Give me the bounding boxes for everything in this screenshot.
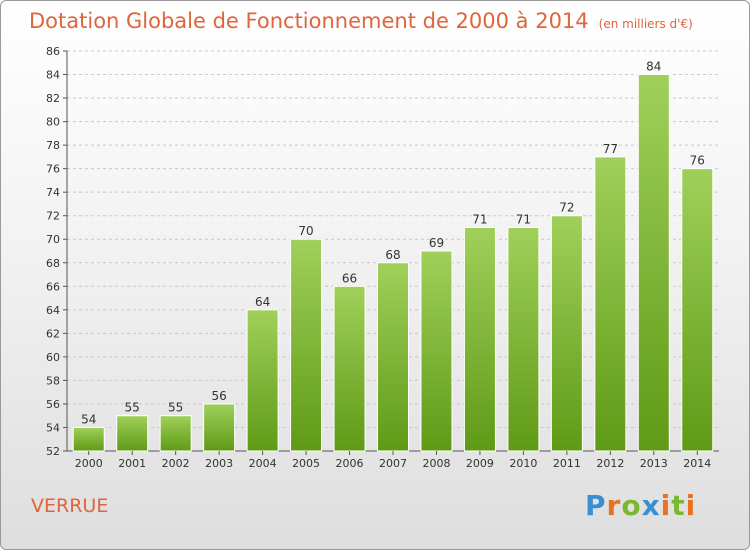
bar [420,250,453,452]
bar-value-label: 71 [516,212,531,226]
bar-value-label: 55 [168,401,183,415]
bar-value-label: 64 [255,295,270,309]
x-tick-label: 2013 [640,457,668,470]
y-tick-label: 84 [46,69,60,82]
chart-subtitle: (en milliers d'€) [598,17,693,31]
y-tick-label: 64 [46,304,60,317]
bar [290,238,323,452]
bar-value-label: 70 [298,224,313,238]
logo-letter: t [671,489,686,522]
y-tick-label: 76 [46,163,60,176]
x-tick-label: 2006 [336,457,364,470]
x-tick-label: 2014 [683,457,711,470]
bar [377,262,409,452]
bar [72,426,105,452]
place-name: VERRUE [31,495,109,517]
bar [159,415,192,452]
logo-letter: i [660,489,672,522]
y-tick-label: 74 [46,186,60,199]
bar [637,74,670,452]
bar-value-label: 71 [472,212,487,226]
y-tick-label: 66 [46,280,60,293]
bar-value-label: 84 [646,60,661,74]
x-tick-label: 2008 [422,457,450,470]
bar [203,403,236,452]
bar [550,215,583,452]
bar-value-label: 54 [81,412,96,426]
y-tick-label: 52 [46,445,60,458]
bar [507,226,540,452]
bar [681,168,714,452]
y-tick-label: 58 [46,374,60,387]
bar-value-label: 68 [385,248,400,262]
chart-title: Dotation Globale de Fonctionnement de 20… [29,9,693,33]
y-tick-label: 56 [46,398,60,411]
logo-letter: x [641,489,661,522]
y-tick-label: 68 [46,257,60,270]
y-tick-label: 82 [46,92,60,105]
bar-value-label: 66 [342,271,357,285]
x-tick-label: 2001 [118,457,146,470]
chart-title-text: Dotation Globale de Fonctionnement de 20… [29,9,589,33]
y-tick-label: 80 [46,116,60,129]
x-tick-label: 2002 [162,457,190,470]
x-tick-label: 2004 [249,457,277,470]
y-tick-label: 72 [46,210,60,223]
x-tick-label: 2011 [553,457,581,470]
logo-letter: o [621,489,642,522]
y-tick-label: 70 [46,233,60,246]
logo-letter: i [685,489,697,522]
logo-letter: r [606,489,622,522]
bar-value-label: 69 [429,236,444,250]
y-tick-label: 62 [46,327,60,340]
proxiti-logo: Proxiti [585,489,696,522]
bar [594,156,627,452]
bar [246,309,279,452]
x-tick-label: 2003 [205,457,233,470]
x-tick-label: 2007 [379,457,407,470]
bar-value-label: 77 [603,142,618,156]
bar-value-label: 72 [559,201,574,215]
x-tick-label: 2010 [509,457,537,470]
x-tick-label: 2005 [292,457,320,470]
y-tick-label: 54 [46,421,60,434]
bar [333,285,366,452]
bar-value-label: 76 [690,154,705,168]
bar [463,226,496,452]
bar-value-label: 55 [125,401,140,415]
logo-letter: P [585,489,607,522]
bar-value-label: 56 [211,389,226,403]
x-tick-label: 2000 [75,457,103,470]
y-tick-label: 86 [46,45,60,58]
bar [116,415,149,452]
x-tick-label: 2012 [596,457,624,470]
y-tick-label: 60 [46,351,60,364]
x-tick-label: 2009 [466,457,494,470]
y-tick-label: 78 [46,139,60,152]
